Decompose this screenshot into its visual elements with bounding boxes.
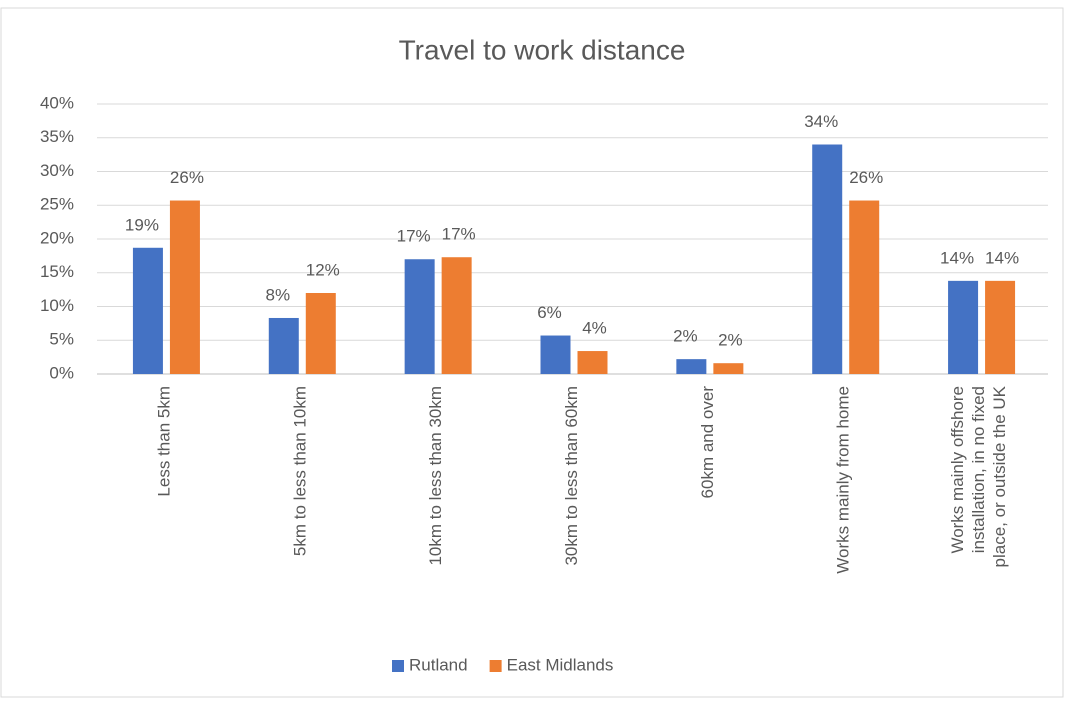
x-tick-label: Works mainly offshore installation, in no…	[949, 385, 1010, 567]
data-label: 34%	[804, 112, 838, 131]
bar	[169, 200, 200, 374]
bar	[812, 144, 843, 374]
bar	[404, 259, 435, 374]
data-label: 19%	[125, 215, 159, 234]
data-label: 2%	[673, 327, 698, 346]
data-label: 17%	[397, 227, 431, 246]
bar	[985, 280, 1016, 374]
data-label: 12%	[306, 260, 340, 279]
bar	[132, 247, 163, 374]
bar	[577, 351, 608, 374]
y-tick-label: 30%	[40, 161, 74, 180]
y-tick-label: 40%	[40, 93, 74, 112]
data-label: 8%	[265, 285, 290, 304]
y-tick-label: 5%	[49, 330, 74, 349]
y-tick-label: 35%	[40, 127, 74, 146]
x-tick-label: 60km and over	[698, 386, 717, 499]
bar	[948, 280, 979, 374]
data-label: 14%	[940, 248, 974, 267]
data-label: 6%	[537, 303, 562, 322]
legend-swatch	[489, 660, 502, 672]
chart-title: Travel to work distance	[399, 34, 686, 65]
bar	[305, 293, 336, 374]
x-tick-label: 5km to less than 10km	[290, 386, 309, 556]
data-label: 26%	[849, 168, 883, 187]
data-label: 14%	[985, 248, 1019, 267]
data-label: 4%	[582, 319, 607, 338]
y-tick-label: 10%	[40, 296, 74, 315]
x-tick-label: Works mainly from home	[834, 386, 853, 574]
legend-label: East Midlands	[507, 655, 614, 674]
x-tick-label: Less than 5km	[154, 386, 173, 497]
x-tick-label: 30km to less than 60km	[562, 386, 581, 566]
y-tick-label: 25%	[40, 195, 74, 214]
x-tick-label: 10km to less than 30km	[426, 386, 445, 566]
y-tick-label: 0%	[49, 363, 74, 382]
bar	[268, 317, 299, 374]
bar	[849, 200, 880, 374]
bar	[441, 257, 472, 374]
data-label: 26%	[170, 168, 204, 187]
legend-swatch	[392, 660, 404, 672]
bar	[676, 359, 707, 374]
y-tick-label: 20%	[40, 228, 74, 247]
y-tick-label: 15%	[40, 262, 74, 281]
bar	[540, 335, 571, 374]
bar	[713, 363, 744, 374]
data-label: 2%	[718, 331, 743, 350]
data-label: 17%	[442, 225, 476, 244]
legend-label: Rutland	[409, 655, 468, 674]
